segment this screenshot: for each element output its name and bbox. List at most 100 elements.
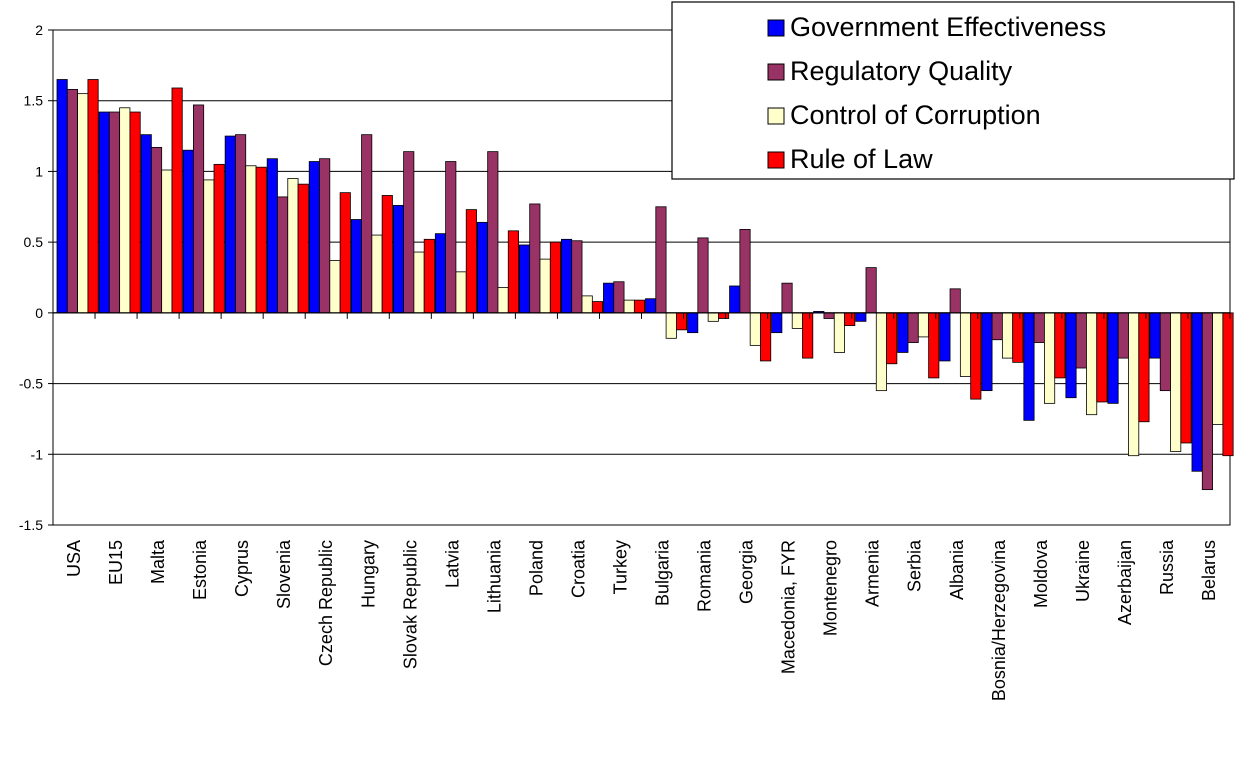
- bar-rule-of-law-belarus: [1222, 312, 1234, 457]
- bar-control-of-corruption-slovak-republic: [413, 251, 425, 314]
- bar-regulatory-quality-albania: [949, 288, 961, 314]
- x-tick-label: Georgia: [737, 539, 757, 604]
- bar-rule-of-law-moldova: [1054, 312, 1066, 379]
- x-tick-label: Lithuania: [484, 539, 504, 613]
- bar-rule-of-law-montenegro: [844, 312, 856, 326]
- bar-control-of-corruption-belarus: [1212, 312, 1224, 425]
- legend-swatch: [767, 63, 785, 81]
- x-tick-label: Turkey: [610, 540, 630, 594]
- x-tick-label: Estonia: [190, 539, 210, 600]
- bar-government-effectiveness-poland: [518, 244, 531, 314]
- bar-rule-of-law-georgia: [760, 312, 772, 362]
- legend-swatch: [767, 107, 785, 125]
- bar-rule-of-law-romania: [718, 312, 730, 319]
- bar-control-of-corruption-romania: [707, 312, 719, 322]
- bar-regulatory-quality-macedonia-fyr: [781, 282, 793, 314]
- x-tick-label: Malta: [148, 539, 168, 584]
- bar-regulatory-quality-belarus: [1201, 312, 1213, 491]
- x-tick-label: Latvia: [442, 539, 462, 588]
- y-tick-label: 0.5: [24, 234, 44, 250]
- legend-label: Regulatory Quality: [790, 56, 1013, 86]
- bar-government-effectiveness-belarus: [1191, 312, 1203, 472]
- x-tick-label: Russia: [1157, 539, 1177, 595]
- x-tick-label: Bosnia/Herzegovina: [989, 539, 1009, 701]
- x-tick-label: Moldova: [1031, 539, 1051, 608]
- bar-control-of-corruption-macedonia-fyr: [791, 312, 803, 329]
- bar-government-effectiveness-hungary: [350, 219, 362, 314]
- bar-government-effectiveness-turkey: [603, 282, 615, 314]
- bar-control-of-corruption-georgia: [749, 312, 761, 346]
- x-tick-label: Romania: [695, 539, 715, 612]
- legend: Government Effectiveness Regulatory Quali…: [671, 1, 1235, 180]
- x-tick-label: Slovak Republic: [400, 540, 420, 669]
- x-tick-label: Ukraine: [1073, 540, 1093, 602]
- bar-control-of-corruption-bosnia-herzegovina: [1001, 312, 1014, 359]
- bars: [56, 79, 1234, 491]
- y-tick-label: 1.5: [24, 93, 44, 109]
- bar-government-effectiveness-azerbaijan: [1107, 312, 1119, 404]
- x-tick-label: Montenegro: [821, 540, 841, 636]
- bar-regulatory-quality-czech-republic: [319, 158, 331, 314]
- y-tick-label: 2: [35, 22, 43, 38]
- bar-government-effectiveness-czech-republic: [308, 161, 320, 314]
- bar-government-effectiveness-estonia: [182, 149, 194, 314]
- bar-rule-of-law-latvia: [465, 209, 477, 314]
- bar-government-effectiveness-serbia: [897, 312, 909, 353]
- legend-label: Rule of Law: [790, 144, 933, 174]
- bar-control-of-corruption-poland: [539, 258, 551, 314]
- bar-government-effectiveness-eu15: [98, 111, 110, 314]
- x-tick-label: Slovenia: [274, 539, 294, 609]
- bar-rule-of-law-lithuania: [507, 230, 519, 314]
- bar-government-effectiveness-malta: [140, 134, 152, 314]
- bar-regulatory-quality-slovenia: [277, 196, 289, 314]
- bar-government-effectiveness-ukraine: [1065, 312, 1077, 399]
- bar-rule-of-law-slovak-republic: [423, 238, 435, 314]
- bar-rule-of-law-ukraine: [1096, 312, 1108, 403]
- bar-regulatory-quality-malta: [150, 146, 163, 314]
- bar-control-of-corruption-hungary: [371, 234, 383, 314]
- bar-rule-of-law-albania: [970, 312, 982, 400]
- x-tick-label: Azerbaijan: [1115, 540, 1135, 625]
- bar-regulatory-quality-montenegro: [823, 312, 835, 319]
- bar-regulatory-quality-bosnia-herzegovina: [991, 312, 1003, 341]
- bar-regulatory-quality-russia: [1159, 312, 1171, 392]
- bar-regulatory-quality-bulgaria: [655, 206, 667, 314]
- bar-government-effectiveness-lithuania: [476, 221, 489, 314]
- bar-control-of-corruption-bulgaria: [665, 312, 677, 339]
- bar-control-of-corruption-czech-republic: [329, 260, 341, 314]
- bar-rule-of-law-estonia: [213, 163, 225, 314]
- bar-rule-of-law-usa: [87, 79, 99, 314]
- bar-control-of-corruption-russia: [1170, 312, 1182, 452]
- bar-regulatory-quality-romania: [697, 237, 709, 314]
- bar-regulatory-quality-moldova: [1033, 312, 1045, 343]
- x-tick-label: Croatia: [568, 539, 588, 598]
- bar-rule-of-law-azerbaijan: [1138, 312, 1150, 423]
- bar-regulatory-quality-poland: [529, 203, 541, 314]
- bar-control-of-corruption-croatia: [581, 295, 593, 314]
- bar-control-of-corruption-azerbaijan: [1128, 312, 1140, 457]
- bar-rule-of-law-turkey: [633, 299, 646, 314]
- x-tick-label: EU15: [106, 540, 126, 585]
- bar-control-of-corruption-eu15: [119, 107, 131, 314]
- bar-rule-of-law-malta: [171, 87, 183, 314]
- bar-regulatory-quality-hungary: [361, 134, 373, 314]
- x-tick-label: Albania: [947, 539, 967, 600]
- bar-rule-of-law-russia: [1180, 312, 1192, 444]
- legend-label: Control of Corruption: [790, 100, 1041, 130]
- bar-regulatory-quality-cyprus: [235, 134, 247, 314]
- bar-government-effectiveness-armenia: [855, 312, 867, 322]
- bar-control-of-corruption-armenia: [875, 312, 887, 392]
- x-tick-label: Poland: [526, 540, 546, 596]
- bar-rule-of-law-serbia: [928, 312, 940, 379]
- bar-rule-of-law-poland: [549, 241, 561, 314]
- bar-regulatory-quality-croatia: [571, 240, 583, 314]
- bar-control-of-corruption-latvia: [455, 271, 467, 314]
- bar-rule-of-law-bulgaria: [676, 312, 688, 331]
- bar-regulatory-quality-turkey: [613, 281, 625, 314]
- bar-rule-of-law-czech-republic: [339, 192, 351, 314]
- x-tick-label: Bulgaria: [653, 539, 673, 606]
- bar-government-effectiveness-bosnia-herzegovina: [981, 312, 993, 392]
- axes: 2 1.5 1 0.5 0 -0.5 -1 -1.5 USA EU15 Malta Estonia Cy…: [19, 22, 1231, 701]
- bar-control-of-corruption-turkey: [623, 299, 635, 314]
